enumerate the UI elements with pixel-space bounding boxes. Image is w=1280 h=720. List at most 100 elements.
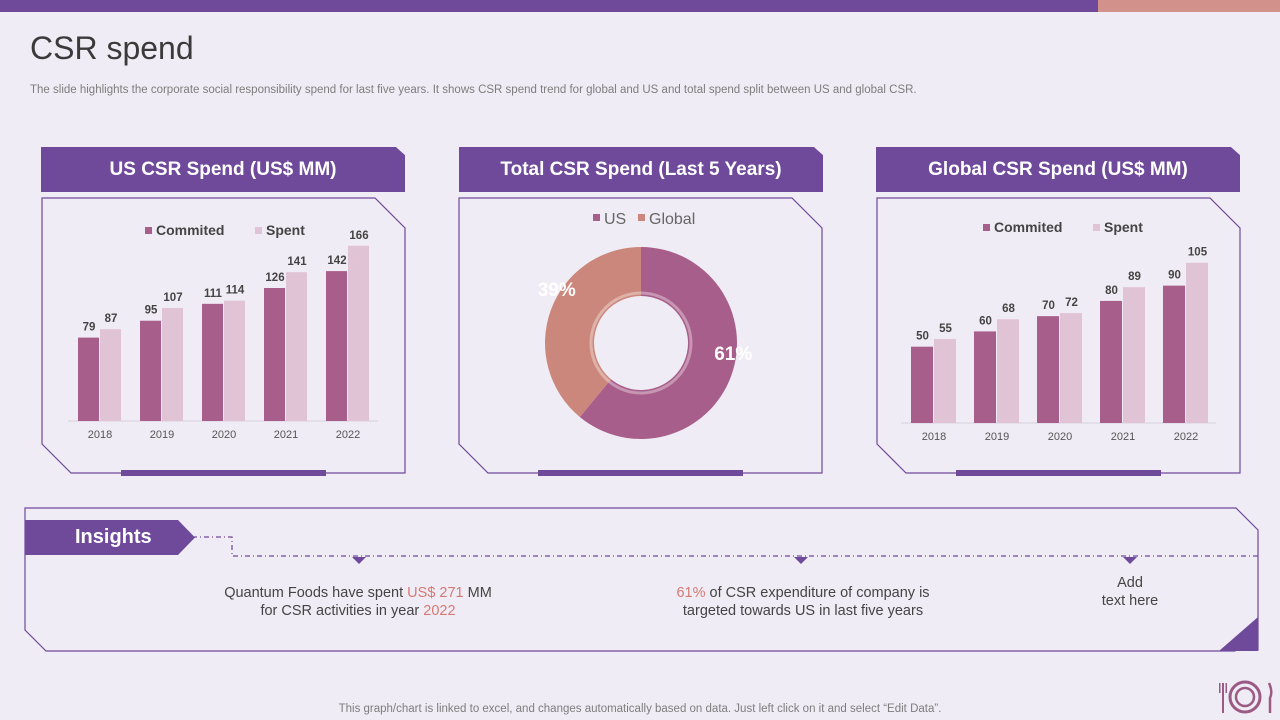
legend-label-us: US — [604, 211, 626, 228]
legend-swatch-spent — [1093, 224, 1100, 231]
insights-label: Insights — [25, 520, 195, 555]
us-csr-chart: Commited Spent 79 87 2018 95 107 2019 111 114 2020… — [41, 197, 406, 474]
x-tick-2021: 2021 — [1111, 431, 1135, 443]
bar-commited-2020 — [202, 303, 223, 421]
bar-commited-2020 — [1037, 316, 1059, 423]
bar-spent-2022 — [1186, 262, 1208, 423]
bar-commited-2021 — [264, 288, 285, 421]
data-label-commited-2021: 126 — [265, 272, 284, 284]
top-accent-bar-right — [1098, 0, 1280, 12]
insight-2-pct: 61% — [676, 585, 706, 601]
insight-2: 61% of CSR expenditure of company is tar… — [660, 584, 946, 620]
donut-label-us: 61% — [714, 344, 752, 365]
page-subtitle: The slide highlights the corporate socia… — [30, 84, 917, 96]
bar-spent-2021 — [1123, 287, 1145, 423]
donut-slice-global — [545, 247, 641, 417]
insight-3[interactable]: Add text here — [1070, 574, 1190, 610]
insight-1-year: 2022 — [423, 603, 456, 619]
insight-3-line2: text here — [1101, 593, 1159, 609]
data-label-commited-2018: 79 — [83, 322, 96, 334]
data-label-spent-2020: 114 — [226, 285, 245, 297]
insights-corner-triangle — [1219, 617, 1258, 651]
legend-label-commited: Commited — [156, 222, 224, 238]
bar-commited-2022 — [1163, 285, 1185, 423]
insight-1-amount: US$ 271 — [407, 585, 464, 601]
x-tick-2019: 2019 — [150, 429, 174, 441]
x-tick-2018: 2018 — [922, 431, 946, 443]
global-panel-title: Global CSR Spend (US$ MM) — [876, 147, 1240, 192]
insight-1-mid: MM for CSR activities in year — [260, 585, 492, 619]
data-label-spent-2020: 72 — [1065, 297, 1078, 309]
data-label-commited-2022: 142 — [327, 255, 346, 267]
legend-swatch-spent — [255, 227, 262, 234]
bar-spent-2019 — [162, 308, 183, 421]
x-tick-2018: 2018 — [88, 429, 112, 441]
insight-1: Quantum Foods have spent US$ 271 MM for … — [220, 584, 496, 620]
data-label-commited-2019: 60 — [979, 315, 992, 327]
data-label-spent-2019: 107 — [163, 292, 182, 304]
insight-3-line1: Add — [1117, 575, 1143, 591]
data-label-spent-2021: 141 — [287, 256, 307, 268]
data-label-commited-2019: 95 — [145, 305, 158, 317]
bar-spent-2018 — [100, 329, 121, 421]
data-label-spent-2018: 55 — [939, 323, 952, 335]
panel-frame — [458, 197, 823, 474]
insight-2-text: of CSR expenditure of company is targete… — [682, 585, 930, 619]
data-label-commited-2018: 50 — [916, 331, 929, 343]
top-accent-bar — [0, 0, 1098, 12]
data-label-spent-2022: 105 — [1188, 247, 1208, 259]
bar-spent-2020 — [224, 300, 245, 421]
x-tick-2019: 2019 — [985, 431, 1009, 443]
panel-frame — [876, 197, 1241, 474]
donut-label-global: 39% — [538, 280, 576, 301]
data-label-commited-2022: 90 — [1168, 270, 1181, 282]
data-label-spent-2022: 166 — [349, 230, 368, 242]
total-panel-title: Total CSR Spend (Last 5 Years) — [459, 147, 823, 192]
bar-spent-2018 — [934, 339, 956, 423]
insight-marker-1 — [352, 557, 366, 564]
bar-commited-2019 — [974, 331, 996, 423]
insights-frame — [24, 507, 1259, 652]
total-csr-donut-chart: US Global 61% 39% — [458, 197, 823, 474]
total-panel-underline — [538, 470, 743, 476]
bar-spent-2021 — [286, 272, 307, 421]
data-label-spent-2018: 87 — [105, 313, 118, 325]
bar-commited-2021 — [1100, 300, 1122, 423]
x-tick-2022: 2022 — [1174, 431, 1198, 443]
footer-note: This graph/chart is linked to excel, and… — [338, 703, 942, 715]
plate-icon — [1219, 680, 1273, 714]
legend-label-commited: Commited — [994, 219, 1062, 235]
data-label-commited-2020: 111 — [204, 288, 223, 300]
bar-commited-2018 — [911, 346, 933, 423]
bar-spent-2019 — [997, 319, 1019, 423]
bar-commited-2022 — [326, 271, 347, 421]
legend-swatch-commited — [145, 227, 152, 234]
insight-marker-3 — [1123, 557, 1137, 564]
bar-commited-2018 — [78, 337, 99, 421]
legend-swatch-us — [593, 214, 600, 221]
global-panel-underline — [956, 470, 1161, 476]
x-tick-2020: 2020 — [1048, 431, 1072, 443]
us-panel-title: US CSR Spend (US$ MM) — [41, 147, 405, 192]
page-title: CSR spend — [30, 30, 194, 66]
legend-label-spent: Spent — [266, 222, 305, 238]
donut-slice-us — [579, 247, 737, 439]
legend-swatch-commited — [983, 224, 990, 231]
donut-inner-ring — [589, 291, 693, 395]
legend-label-spent: Spent — [1104, 219, 1143, 235]
legend-label-global: Global — [649, 211, 695, 228]
data-label-commited-2021: 80 — [1105, 285, 1118, 297]
global-csr-chart: Commited Spent 50 55 2018 60 68 2019 70 72 2020 80 8… — [876, 197, 1241, 474]
x-tick-2020: 2020 — [212, 429, 236, 441]
data-label-spent-2019: 68 — [1002, 303, 1015, 315]
data-label-commited-2020: 70 — [1042, 300, 1055, 312]
insight-marker-2 — [794, 557, 808, 564]
x-tick-2022: 2022 — [336, 429, 360, 441]
data-label-spent-2021: 89 — [1128, 271, 1141, 283]
bar-spent-2022 — [348, 245, 369, 421]
bar-spent-2020 — [1060, 313, 1082, 423]
legend-swatch-global — [638, 214, 645, 221]
panel-frame — [41, 197, 406, 474]
us-panel-underline — [121, 470, 326, 476]
x-tick-2021: 2021 — [274, 429, 298, 441]
